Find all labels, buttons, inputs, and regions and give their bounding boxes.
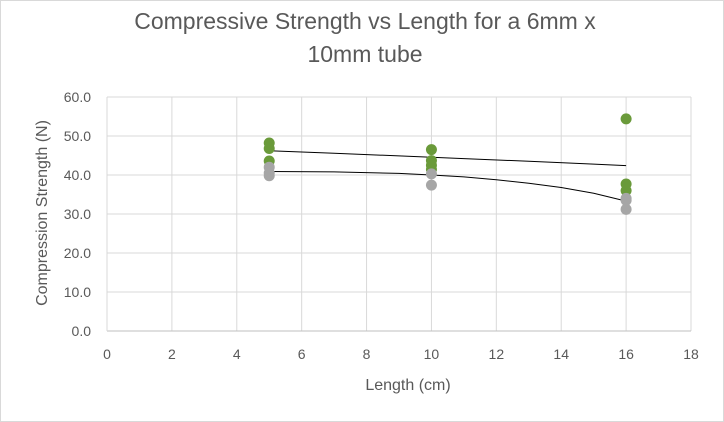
data-point-series-1: [263, 142, 275, 154]
gridlines: [107, 96, 692, 331]
x-tick-label: 16: [618, 346, 634, 362]
axes: [106, 97, 691, 332]
data-point-series-2: [425, 179, 437, 191]
x-tick-label: 10: [424, 346, 440, 362]
x-tick-label: 2: [168, 346, 176, 362]
x-tick-label: 4: [233, 346, 241, 362]
y-tick-label: 20.0: [64, 245, 91, 261]
data-point-series-2: [620, 194, 632, 206]
y-tick-label: 30.0: [64, 206, 91, 222]
chart-title-line-2: 10mm tube: [307, 41, 423, 67]
trendline-series-2: [269, 171, 627, 202]
y-tick-label: 60.0: [64, 89, 91, 105]
x-tick-label: 12: [489, 346, 505, 362]
data-point-series-1: [425, 144, 437, 156]
data-point-series-1: [620, 113, 632, 125]
data-point-series-2: [263, 170, 275, 182]
y-tick-label: 10.0: [64, 284, 91, 300]
data-point-series-2: [620, 203, 632, 215]
x-tick-label: 14: [553, 346, 569, 362]
x-tick-label: 8: [363, 346, 371, 362]
x-tick-label: 6: [298, 346, 306, 362]
data-points: [263, 113, 632, 215]
y-tick-label: 50.0: [64, 128, 91, 144]
y-tick-label: 40.0: [64, 167, 91, 183]
trendline-series-1: [269, 150, 627, 167]
chart-title-line-1: Compressive Strength vs Length for a 6mm…: [134, 8, 596, 34]
data-point-series-1: [620, 185, 632, 197]
tick-labels: 0 2 4 6 8 10 12 14 16 18 0.0 10.0 20.0 30.0 40.0 50.0 60…: [64, 89, 699, 362]
data-point-series-2: [425, 168, 437, 180]
x-tick-label: 0: [103, 346, 111, 362]
x-axis-label: Length (cm): [365, 377, 450, 394]
y-tick-label: 0.0: [72, 323, 92, 339]
trendlines: [269, 150, 627, 202]
x-tick-label: 18: [683, 346, 699, 362]
y-axis-label: Compression Strength (N): [34, 120, 51, 306]
